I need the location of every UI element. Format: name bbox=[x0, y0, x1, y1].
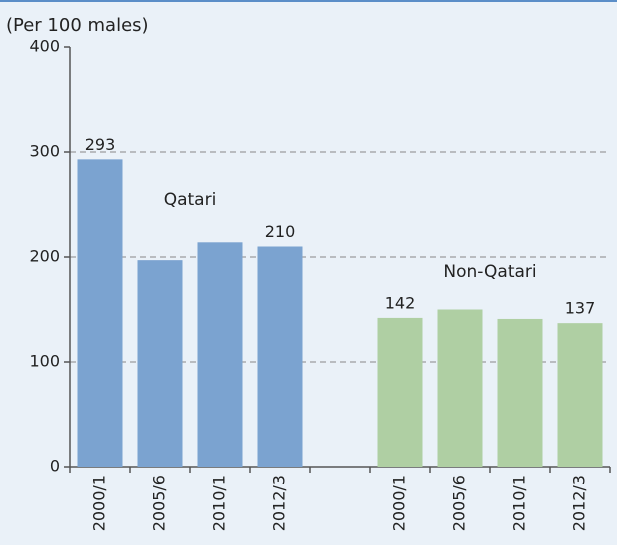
series-label: Non-Qatari bbox=[443, 262, 536, 282]
data-label: 137 bbox=[565, 299, 596, 318]
data-label: 142 bbox=[385, 293, 416, 312]
data-label: 293 bbox=[85, 135, 116, 154]
bar bbox=[137, 260, 183, 467]
x-tick-label: 2010/1 bbox=[510, 475, 529, 531]
bar bbox=[197, 242, 243, 467]
x-tick-label: 2010/1 bbox=[210, 475, 229, 531]
x-tick-label: 2012/3 bbox=[270, 475, 289, 531]
x-tick-label: 2012/3 bbox=[570, 475, 589, 531]
bar bbox=[497, 318, 543, 467]
bar bbox=[77, 159, 123, 467]
bar bbox=[377, 317, 423, 467]
y-tick-label: 0 bbox=[50, 457, 60, 476]
chart-title: (Per 100 males) bbox=[6, 15, 149, 36]
y-tick-label: 200 bbox=[29, 247, 60, 266]
bar bbox=[557, 323, 603, 467]
y-tick-label: 100 bbox=[29, 352, 60, 371]
x-tick-label: 2000/1 bbox=[390, 475, 409, 531]
x-tick-label: 2005/6 bbox=[150, 475, 169, 531]
x-tick-label: 2005/6 bbox=[450, 475, 469, 531]
bar bbox=[437, 309, 483, 467]
x-tick-label: 2000/1 bbox=[90, 475, 109, 531]
y-tick-label: 400 bbox=[29, 37, 60, 56]
data-label: 210 bbox=[265, 222, 296, 241]
series-label: Qatari bbox=[164, 190, 217, 210]
y-tick-label: 300 bbox=[29, 142, 60, 161]
bar bbox=[257, 246, 303, 467]
